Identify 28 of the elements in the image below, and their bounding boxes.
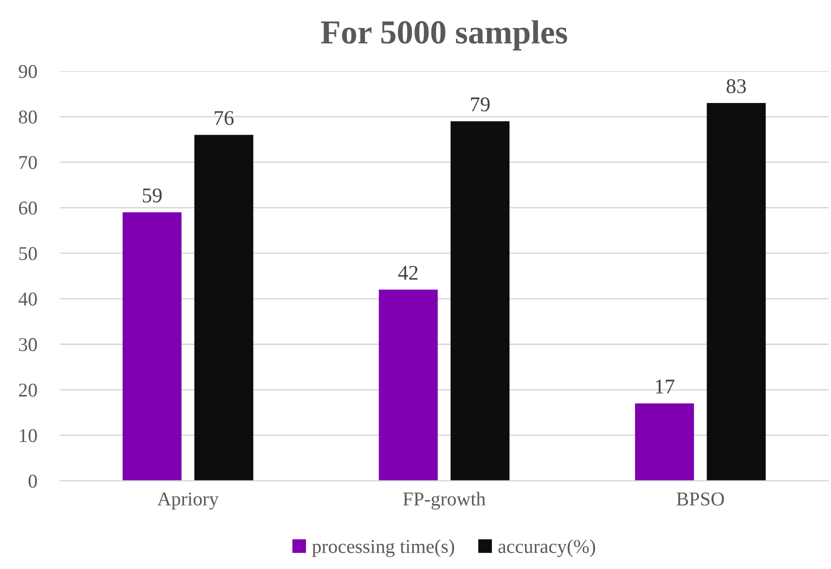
chart-title: For 5000 samples [320,20,568,50]
data-label: 59 [142,188,162,202]
bar [194,134,254,481]
y-tick-label: 0 [28,474,37,488]
y-tick-label: 60 [19,202,37,215]
data-label: 17 [656,380,674,394]
legend-label: accuracy(%) [498,539,596,558]
y-tick-label: 30 [19,338,37,352]
y-tick-label: 90 [18,64,37,78]
data-label: 79 [471,97,490,112]
x-tick-label: Apriory [157,492,219,510]
y-tick-label: 40 [18,292,37,306]
y-tick-label: 50 [19,247,37,260]
bar [635,403,694,481]
x-tick-label: FP-growth [403,492,486,510]
y-tick-label: 10 [20,429,37,442]
data-label: 76 [214,111,234,126]
bar [706,102,766,481]
y-tick-label: 80 [18,110,37,124]
bar [122,212,182,481]
bar [378,290,438,481]
data-label: 83 [726,79,746,94]
data-label: 42 [398,266,418,280]
bar [450,121,510,481]
y-tick-label: 70 [19,156,37,170]
legend-label: processing time(s) [312,539,454,558]
y-tick-label: 20 [19,384,37,397]
x-tick-label: BPSO [676,492,724,506]
